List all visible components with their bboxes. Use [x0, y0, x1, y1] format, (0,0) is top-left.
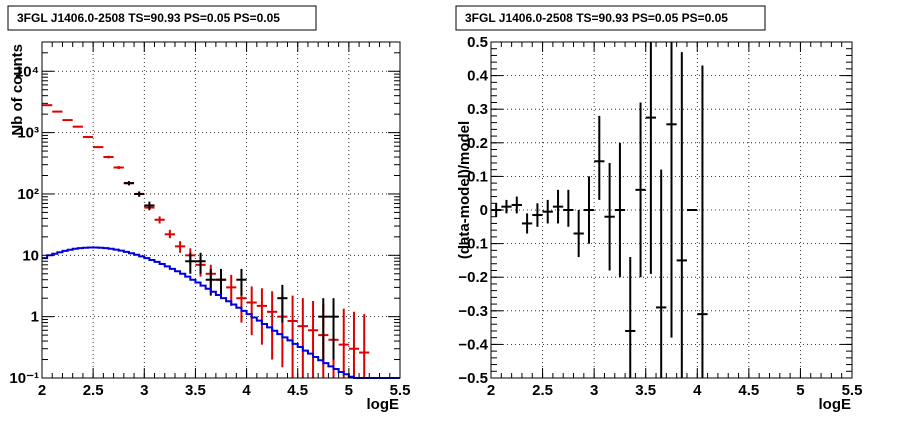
counts-histogram-panel: 2 2.5 3 3.5 4 4.5 5 5.5 10⁻¹ 1 10 10² 10³ 10⁴ 3FGL J1…	[7, 5, 410, 413]
counts-y-tick-label: 10²	[17, 186, 39, 203]
residual-x-tick-label: 3	[590, 382, 598, 399]
residual-y-tick-label: −0.3	[458, 303, 488, 320]
residual-x-tick-label: 5.5	[842, 382, 863, 399]
residual-y-tick-label: 0.1	[467, 168, 488, 185]
residual-x-tick-label: 4.5	[738, 382, 759, 399]
residual-y-tick-label: −0.5	[458, 370, 488, 387]
counts-x-tick-label: 3	[140, 382, 148, 399]
counts-y-tick-label: 10⁴	[15, 63, 39, 80]
left-axes: 2 2.5 3 3.5 4 4.5 5 5.5 10⁻¹ 1 10 10² 10³ 10⁴	[9, 42, 410, 399]
residual-y-tick-label: −0.4	[458, 336, 488, 353]
residual-y-tick-label: 0.2	[467, 135, 488, 152]
right-y-axis-title: (data-model)/model	[456, 121, 473, 259]
counts-y-tick-label: 10⁻¹	[9, 370, 39, 387]
left-plot-frame	[41, 41, 401, 379]
residuals-panel: 2 2.5 3 3.5 4 4.5 5 5.5 −0.5 −0.4 −0.3 −0.2 −0.1 0 0.1…	[455, 5, 862, 413]
counts-x-tick-label: 2.5	[83, 382, 104, 399]
left-title-box: 3FGL J1406.0-2508 TS=90.93 PS=0.05 PS=0.…	[7, 5, 317, 31]
residual-x-tick-label: 3.5	[635, 382, 656, 399]
residual-y-tick-label: 0	[480, 202, 488, 219]
residual-y-tick-label: 0.4	[467, 68, 489, 85]
left-chart-title: 3FGL J1406.0-2508 TS=90.93 PS=0.05 PS=0.…	[17, 11, 280, 25]
counts-y-tick-label: 10	[22, 247, 39, 264]
residual-x-tick-label: 2	[487, 382, 495, 399]
right-chart-title: 3FGL J1406.0-2508 TS=90.93 PS=0.05 PS=0.…	[465, 11, 728, 25]
right-grid	[491, 42, 852, 378]
residual-y-tick-label: −0.2	[458, 269, 488, 286]
counts-model-step-line	[42, 246, 400, 379]
residual-x-tick-label: 5	[796, 382, 804, 399]
counts-x-tick-label: 5.5	[390, 382, 411, 399]
left-series	[42, 104, 400, 379]
counts-x-tick-label: 4.5	[287, 382, 308, 399]
residual-x-tick-label: 4	[693, 382, 702, 399]
left-y-axis-title: Nb of counts	[9, 44, 26, 136]
left-x-axis-title: logE	[367, 396, 400, 413]
residual-x-tick-label: 2.5	[532, 382, 553, 399]
counts-x-tick-label: 5	[345, 382, 353, 399]
residual-y-tick-label: −0.1	[458, 236, 488, 253]
counts-x-tick-label: 4	[242, 382, 251, 399]
counts-y-tick-label: 1	[31, 309, 39, 326]
right-series	[491, 42, 708, 378]
left-grid	[42, 42, 400, 378]
right-axes: 2 2.5 3 3.5 4 4.5 5 5.5 −0.5 −0.4 −0.3 −0.2 −0.1 0 0.1…	[458, 34, 862, 399]
right-title-box: 3FGL J1406.0-2508 TS=90.93 PS=0.05 PS=0.…	[455, 5, 766, 31]
counts-x-tick-label: 2	[38, 382, 46, 399]
residual-y-tick-label: 0.5	[467, 34, 488, 51]
residual-y-tick-label: 0.3	[467, 101, 488, 118]
counts-x-tick-label: 3.5	[185, 382, 206, 399]
right-x-axis-title: logE	[819, 396, 852, 413]
counts-y-tick-label: 10³	[17, 125, 39, 142]
